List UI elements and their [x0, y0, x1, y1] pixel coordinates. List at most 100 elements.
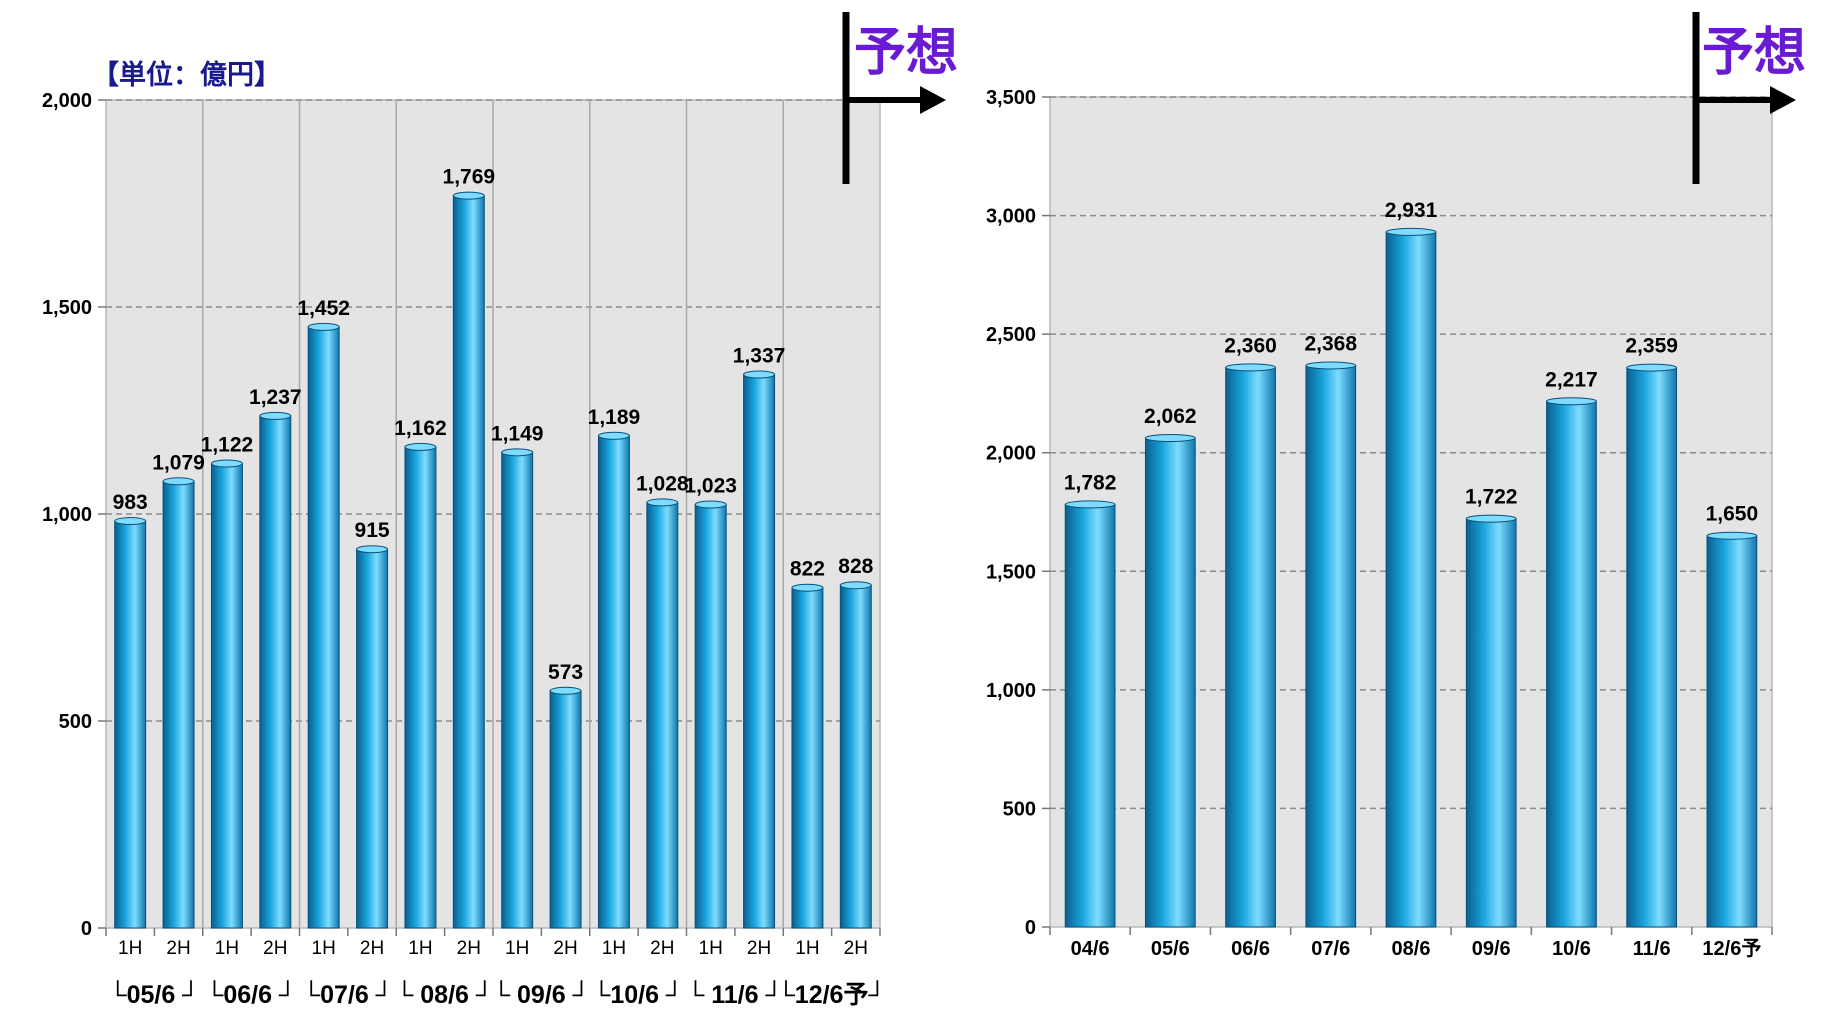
- x-category-label: 05/6: [1151, 938, 1190, 960]
- bar-cap: [597, 431, 630, 440]
- bar-cap: [452, 191, 485, 200]
- x-category-label: 1H: [602, 938, 626, 959]
- bar: [1144, 437, 1196, 928]
- forecast-marker-right: 予想: [1692, 12, 1806, 184]
- x-group-label: └12/6予┘: [777, 980, 886, 1009]
- x-category-label: 10/6: [1552, 938, 1591, 960]
- bar: [1385, 231, 1437, 928]
- bar-cap: [259, 411, 292, 420]
- x-category-label: 12/6予: [1702, 938, 1761, 960]
- x-category-label: 07/6: [1311, 938, 1350, 960]
- bar-cap: [356, 545, 389, 554]
- x-category-label: 2H: [747, 938, 771, 959]
- data-label: 915: [355, 519, 390, 542]
- x-category-label: 09/6: [1472, 938, 1511, 960]
- data-label: 1,189: [588, 406, 641, 429]
- y-tick-label: 1,500: [986, 561, 1036, 583]
- bar-cap: [210, 459, 243, 468]
- bar-cap: [1064, 500, 1116, 509]
- x-group-label: └ 11/6 ┘: [687, 980, 784, 1009]
- bar-cap: [1225, 363, 1276, 372]
- data-label: 1,237: [249, 386, 302, 409]
- bar: [356, 548, 389, 929]
- x-category-label: 06/6: [1231, 938, 1270, 960]
- bar: [1706, 535, 1758, 928]
- data-label: 1,722: [1465, 486, 1518, 509]
- x-category-label: 2H: [166, 938, 190, 959]
- data-label: 2,359: [1625, 335, 1678, 358]
- bar-cap: [1305, 361, 1357, 370]
- x-category-label: 08/6: [1392, 938, 1431, 960]
- bar: [1465, 518, 1517, 928]
- bar: [743, 373, 776, 929]
- x-group-label: └07/6 ┘: [302, 980, 393, 1009]
- bar-cap: [114, 517, 147, 526]
- bar-cap: [1706, 531, 1758, 540]
- y-tick-label: 500: [1003, 798, 1036, 820]
- bar-cap: [501, 448, 534, 457]
- x-category-label: 1H: [505, 938, 529, 959]
- forecast-marker-left: 予想: [842, 12, 958, 184]
- bar-cap: [743, 370, 776, 379]
- annual-chart: 0 500 1,000 1,500 2,000 2,500 3,000 3,500 1,782 0…: [986, 87, 1773, 960]
- bar: [259, 415, 292, 929]
- data-label: 2,062: [1144, 405, 1197, 428]
- data-label: 2,931: [1385, 199, 1438, 222]
- x-category-label: 1H: [795, 938, 819, 959]
- bar: [1064, 503, 1116, 928]
- bar: [1305, 364, 1357, 928]
- bar: [597, 435, 630, 929]
- bar: [307, 326, 340, 929]
- x-category-label: 2H: [553, 938, 577, 959]
- data-label: 1,769: [443, 166, 496, 189]
- x-group-label: └ 09/6 ┘: [492, 980, 590, 1009]
- x-category-label: 2H: [457, 938, 481, 959]
- bar-cap: [307, 322, 340, 331]
- bar-cap: [1546, 397, 1597, 406]
- x-group-label: └10/6 ┘: [593, 980, 684, 1009]
- unit-label: 【単位：億円】: [92, 59, 281, 91]
- bar: [114, 520, 147, 929]
- bar: [501, 451, 534, 929]
- forecast-label-right: 予想: [1702, 23, 1806, 83]
- x-category-label: 1H: [118, 938, 142, 959]
- forecast-label-left: 予想: [854, 23, 958, 83]
- x-category-label: 1H: [312, 938, 336, 959]
- bar: [452, 195, 485, 929]
- data-label: 1,122: [201, 433, 254, 456]
- bar-cap: [791, 583, 824, 592]
- y-tick-label: 0: [81, 918, 92, 940]
- data-label: 1,452: [297, 297, 350, 320]
- y-tick-label: 2,000: [986, 443, 1036, 465]
- bar: [791, 587, 824, 929]
- y-tick-label: 1,000: [42, 504, 92, 526]
- bar-cap: [1144, 434, 1196, 443]
- bar: [646, 501, 679, 929]
- bar: [1626, 367, 1678, 928]
- x-category-label: 1H: [408, 938, 432, 959]
- data-label: 828: [838, 555, 873, 578]
- x-category-label: 11/6: [1633, 938, 1671, 960]
- data-label: 822: [790, 558, 825, 581]
- y-tick-label: 3,500: [986, 87, 1036, 109]
- data-label: 1,079: [152, 451, 205, 474]
- bar: [694, 503, 727, 929]
- bar: [549, 690, 582, 929]
- y-tick-label: 2,000: [42, 90, 92, 112]
- x-category-label: 1H: [215, 938, 239, 959]
- y-tick-label: 1,000: [986, 680, 1036, 702]
- bar: [404, 446, 437, 929]
- bar: [1546, 400, 1597, 928]
- x-category-label: 2H: [844, 938, 868, 959]
- x-group-label: └05/6 ┘: [109, 980, 200, 1009]
- y-tick-label: 1,500: [42, 297, 92, 319]
- x-group-label: └ 08/6 ┘: [396, 980, 494, 1009]
- bar-cap: [1385, 227, 1437, 236]
- bar-cap: [1626, 363, 1678, 372]
- bar: [210, 462, 243, 929]
- bar: [839, 584, 872, 929]
- bar-cap: [1465, 514, 1517, 523]
- x-category-label: 2H: [360, 938, 384, 959]
- data-label: 1,149: [491, 422, 544, 445]
